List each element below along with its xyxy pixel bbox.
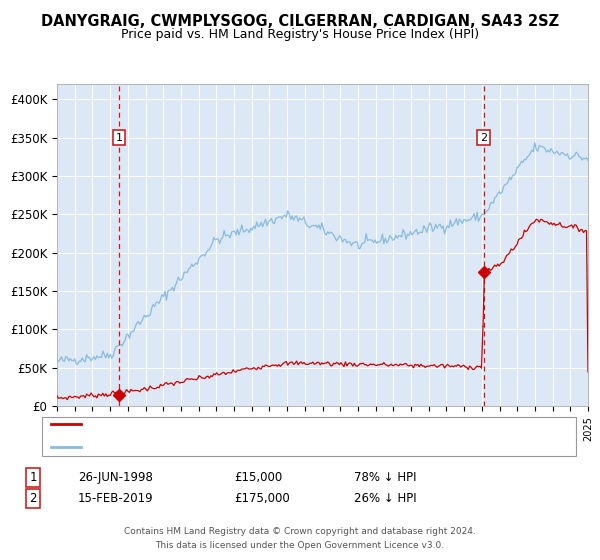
Text: DANYGRAIG, CWMPLYSGOG, CILGERRAN, CARDIGAN, SA43 2SZ (detached house): DANYGRAIG, CWMPLYSGOG, CILGERRAN, CARDIG… <box>87 419 511 430</box>
Text: HPI: Average price, detached house, Pembrokeshire: HPI: Average price, detached house, Pemb… <box>87 442 357 452</box>
Text: 15-FEB-2019: 15-FEB-2019 <box>78 492 154 505</box>
Text: 26-JUN-1998: 26-JUN-1998 <box>78 470 153 484</box>
Text: Contains HM Land Registry data © Crown copyright and database right 2024.: Contains HM Land Registry data © Crown c… <box>124 528 476 536</box>
Text: 1: 1 <box>29 470 37 484</box>
Text: £15,000: £15,000 <box>234 470 282 484</box>
Text: 1: 1 <box>115 133 122 143</box>
Text: 26% ↓ HPI: 26% ↓ HPI <box>354 492 416 505</box>
Text: 2: 2 <box>480 133 487 143</box>
Text: This data is licensed under the Open Government Licence v3.0.: This data is licensed under the Open Gov… <box>155 541 445 550</box>
Text: Price paid vs. HM Land Registry's House Price Index (HPI): Price paid vs. HM Land Registry's House … <box>121 28 479 41</box>
Text: DANYGRAIG, CWMPLYSGOG, CILGERRAN, CARDIGAN, SA43 2SZ: DANYGRAIG, CWMPLYSGOG, CILGERRAN, CARDIG… <box>41 14 559 29</box>
Text: 2: 2 <box>29 492 37 505</box>
Text: £175,000: £175,000 <box>234 492 290 505</box>
Text: 78% ↓ HPI: 78% ↓ HPI <box>354 470 416 484</box>
